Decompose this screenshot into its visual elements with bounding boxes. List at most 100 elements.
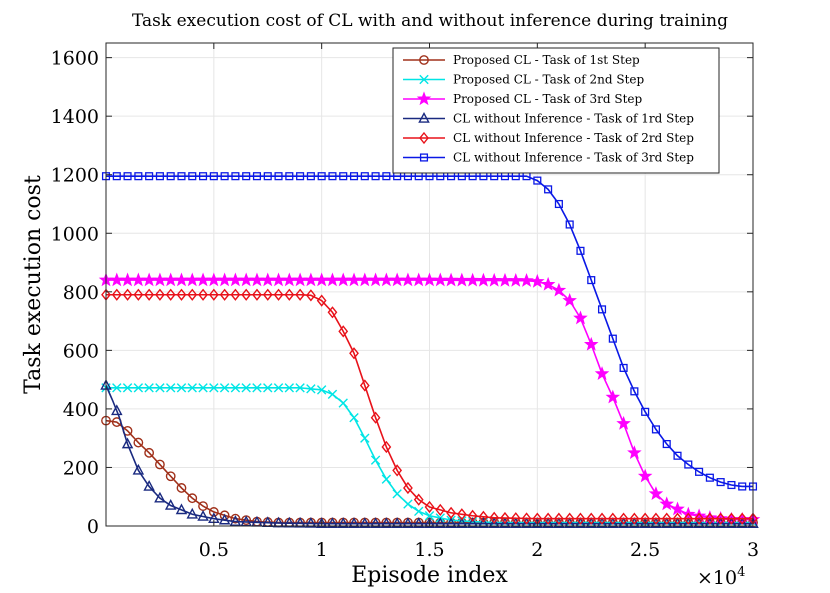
x-tick-label: 0.5 — [199, 539, 229, 561]
data-point — [629, 512, 640, 525]
data-point — [273, 383, 284, 393]
y-tick-label: 1200 — [51, 165, 99, 187]
data-point — [282, 272, 297, 287]
data-point — [456, 517, 468, 528]
data-point — [456, 508, 467, 521]
data-point — [176, 288, 187, 301]
data-point — [166, 383, 176, 393]
data-point — [651, 425, 660, 434]
data-point — [630, 387, 639, 396]
data-point — [673, 451, 682, 460]
data-point — [639, 517, 651, 528]
data-point — [145, 172, 154, 181]
data-point — [143, 479, 155, 491]
data-point — [683, 512, 694, 525]
data-point — [325, 272, 340, 287]
data-point — [346, 272, 362, 287]
data-point — [371, 172, 380, 181]
series-5 — [101, 288, 758, 525]
data-point — [112, 172, 121, 181]
y-tick-label: 1600 — [51, 48, 99, 70]
data-point — [111, 288, 122, 301]
legend-entry: CL without Inference - Task of 3rd Step — [403, 151, 694, 165]
data-point — [133, 288, 144, 301]
data-point — [672, 512, 683, 525]
x-tick-label: 1.5 — [414, 539, 444, 561]
data-point — [230, 513, 241, 524]
data-point — [564, 512, 575, 525]
data-point — [349, 172, 359, 181]
data-point — [120, 272, 135, 287]
data-point — [736, 517, 748, 528]
data-point — [306, 172, 315, 181]
x-tick-label: 3 — [747, 539, 759, 561]
data-point — [551, 282, 567, 297]
data-point — [576, 246, 585, 255]
data-point — [164, 499, 177, 510]
data-point — [283, 516, 296, 528]
data-point — [419, 153, 429, 162]
data-point — [187, 288, 198, 301]
data-point — [423, 517, 436, 528]
y-tick-label: 400 — [63, 399, 99, 421]
data-point — [414, 506, 424, 517]
data-point — [349, 412, 359, 423]
data-point — [497, 272, 513, 287]
data-point — [651, 512, 661, 525]
legend-label: CL without Inference - Task of 2rd Step — [453, 131, 694, 145]
data-point — [122, 383, 133, 393]
series-line — [106, 175, 753, 488]
data-point — [704, 512, 715, 525]
data-point — [187, 383, 197, 393]
data-point — [565, 220, 574, 229]
data-point — [509, 517, 522, 528]
data-point — [486, 272, 502, 287]
legend-entry: CL without Inference - Task of 2rd Step — [403, 131, 694, 145]
data-point — [359, 517, 371, 528]
data-point — [220, 172, 229, 181]
x-axis-exponent-power: 4 — [737, 565, 745, 580]
data-point — [705, 473, 714, 482]
legend-entry: Proposed CL - Task of 1st Step — [403, 53, 640, 67]
data-point — [382, 172, 391, 181]
data-point — [554, 199, 563, 209]
data-point — [295, 383, 305, 393]
legend-label: CL without Inference - Task of 1rd Step — [453, 112, 694, 126]
data-point — [360, 433, 370, 443]
axis-tick-labels: 0.5 1 1.5 2 2.5 3 0 200 400 600 800 1000 1200 1400 160… — [51, 48, 759, 561]
data-point — [466, 517, 479, 528]
data-point — [263, 383, 273, 393]
data-point — [413, 493, 424, 506]
data-point — [252, 172, 262, 181]
data-point — [306, 384, 316, 394]
data-point — [272, 516, 285, 528]
data-point — [185, 272, 200, 287]
data-point — [163, 272, 178, 287]
data-point — [230, 288, 241, 301]
data-point — [262, 288, 273, 301]
data-point — [531, 517, 544, 528]
data-point — [627, 445, 642, 459]
x-axis-exponent-base: ×10 — [697, 567, 737, 589]
data-point — [619, 363, 628, 372]
data-point — [219, 288, 230, 301]
data-point — [454, 272, 470, 287]
data-point — [305, 517, 317, 528]
data-point — [381, 440, 392, 454]
data-point — [209, 172, 218, 181]
data-point — [368, 272, 383, 287]
data-point — [195, 272, 211, 287]
data-point — [122, 288, 133, 301]
legend-label: Proposed CL - Task of 1st Step — [453, 53, 640, 67]
legend-label: Proposed CL - Task of 3rd Step — [453, 92, 642, 106]
data-point — [176, 383, 187, 393]
data-point — [133, 383, 144, 393]
data-point — [144, 288, 155, 301]
data-point — [337, 517, 350, 528]
data-point — [499, 517, 511, 528]
y-axis-label: Task execution cost — [21, 175, 46, 394]
data-point — [209, 383, 219, 393]
data-point — [737, 512, 748, 525]
data-point — [608, 334, 617, 343]
data-point — [155, 383, 165, 393]
